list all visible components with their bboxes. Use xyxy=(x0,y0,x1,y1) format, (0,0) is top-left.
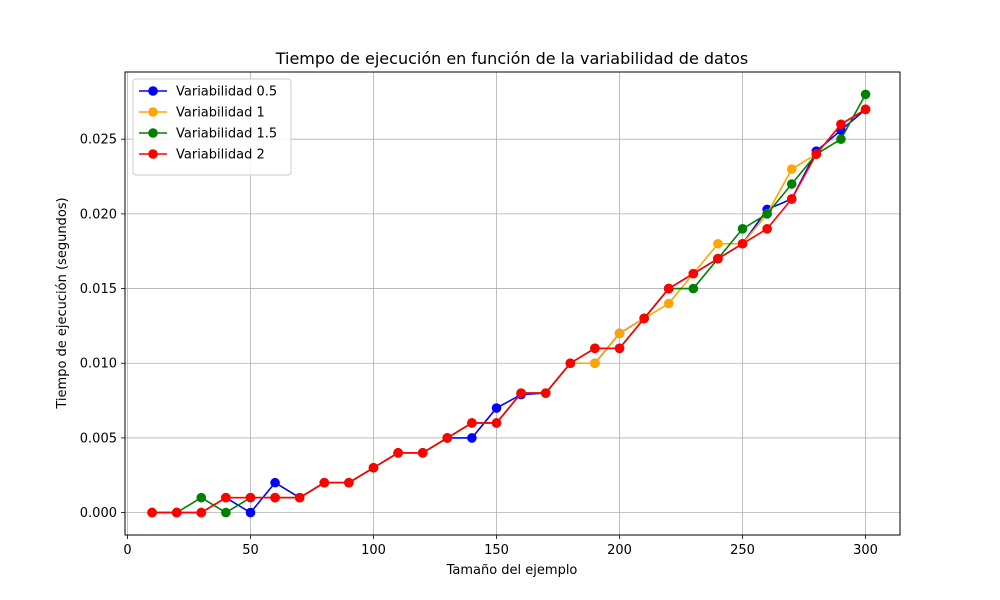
data-point xyxy=(836,134,846,145)
plot-frame xyxy=(124,71,901,536)
data-point xyxy=(737,238,748,249)
data-point xyxy=(590,343,600,354)
y-tick-label: 0.005 xyxy=(80,431,117,446)
data-point xyxy=(467,418,477,428)
data-point xyxy=(319,477,330,488)
data-point xyxy=(713,253,723,264)
data-point xyxy=(171,507,182,518)
data-point xyxy=(614,343,625,354)
data-point xyxy=(786,194,797,204)
chart-title: Tiempo de ejecución en función de la var… xyxy=(275,49,749,68)
data-point xyxy=(442,433,453,443)
data-point xyxy=(688,268,699,279)
data-point xyxy=(516,388,526,398)
data-point xyxy=(811,149,822,159)
data-point xyxy=(565,358,576,369)
data-point xyxy=(491,418,502,428)
y-tick-label: 0.020 xyxy=(80,207,117,222)
x-tick-label: 300 xyxy=(853,543,878,558)
y-tick-label: 0.010 xyxy=(80,357,117,372)
data-point xyxy=(344,477,354,488)
data-point xyxy=(270,492,280,503)
data-point xyxy=(393,448,403,458)
data-point xyxy=(713,238,723,249)
data-point xyxy=(737,224,748,234)
legend-label: Variabilidad 1.5 xyxy=(176,127,277,142)
x-tick-label: 200 xyxy=(607,543,632,558)
data-point xyxy=(221,507,231,518)
y-tick-label: 0.000 xyxy=(80,506,117,521)
legend-marker xyxy=(148,86,158,96)
data-point xyxy=(786,179,797,189)
x-tick-label: 150 xyxy=(484,543,509,558)
y-tick-label: 0.015 xyxy=(80,282,117,297)
legend-label: Variabilidad 0.5 xyxy=(176,85,277,100)
x-tick-label: 250 xyxy=(730,543,755,558)
legend: Variabilidad 0.5 Variabilidad 1 Variabilid… xyxy=(132,78,292,176)
series-variabilidad-2 xyxy=(147,104,871,518)
data-point xyxy=(786,164,797,174)
data-point xyxy=(762,224,772,234)
data-point xyxy=(639,313,649,324)
legend-marker xyxy=(148,149,158,159)
data-point xyxy=(221,492,231,503)
legend-marker xyxy=(148,128,158,138)
x-tick-label: 50 xyxy=(242,543,259,558)
x-tick-label: 0 xyxy=(123,543,131,558)
data-point xyxy=(762,209,772,219)
data-point xyxy=(663,283,674,294)
data-point xyxy=(147,507,157,518)
data-point xyxy=(860,104,871,115)
data-point xyxy=(270,477,280,488)
data-point xyxy=(196,507,207,518)
data-point xyxy=(688,283,699,294)
data-point xyxy=(245,507,256,518)
data-point xyxy=(540,388,551,398)
ticks: 0 50 100 150 200 250 300 0.000 0.005 0.010 0.015 0.… xyxy=(80,133,878,558)
x-axis-label: Tamaño del ejemplo xyxy=(446,563,578,578)
data-point xyxy=(196,492,207,503)
data-point xyxy=(294,492,305,503)
data-point xyxy=(368,462,379,473)
data-point xyxy=(836,119,846,130)
data-point xyxy=(245,492,256,503)
legend-label: Variabilidad 1 xyxy=(176,106,265,121)
y-axis-label: Tiempo de ejecución (segundos) xyxy=(55,197,70,409)
legend-label: Variabilidad 2 xyxy=(176,148,265,163)
legend-box xyxy=(132,78,292,176)
data-point xyxy=(614,328,625,339)
data-point xyxy=(860,89,871,100)
data-point xyxy=(417,448,428,458)
data-point xyxy=(590,358,600,369)
x-tick-label: 100 xyxy=(361,543,386,558)
data-point xyxy=(491,403,502,413)
data-point xyxy=(467,433,477,443)
series-group xyxy=(147,89,871,518)
legend-marker xyxy=(148,107,158,117)
y-tick-label: 0.025 xyxy=(80,133,117,148)
data-point xyxy=(663,298,674,309)
